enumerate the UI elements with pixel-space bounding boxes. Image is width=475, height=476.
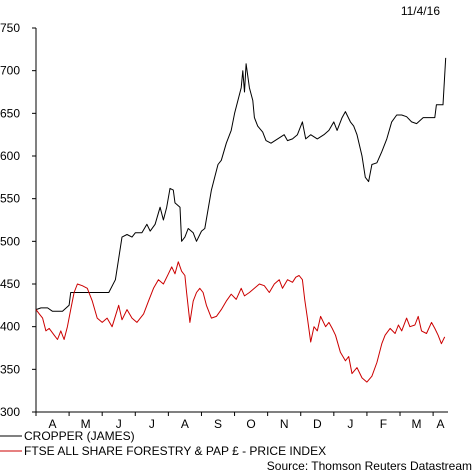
x-tick-label: A (181, 417, 189, 431)
x-tick-label: N (280, 417, 289, 431)
y-tick-label: 300 (0, 405, 20, 419)
y-tick-label: 750 (0, 21, 20, 35)
x-tick-label: A (49, 417, 57, 431)
y-tick-label: 600 (0, 149, 20, 163)
x-tick-label: J (149, 417, 155, 431)
x-tick-label: F (380, 417, 387, 431)
legend: CROPPER (JAMES) FTSE ALL SHARE FORESTRY … (0, 429, 326, 458)
y-tick-label: 550 (0, 192, 20, 206)
legend-label-ftse: FTSE ALL SHARE FORESTRY & PAP £ - PRICE … (24, 444, 326, 458)
plot-area: 300 350 400 450 500 550 600 650 700 750 A M J J A S O N D… (0, 21, 448, 431)
x-tick-label: M (81, 417, 91, 431)
y-tick-label: 500 (0, 234, 20, 248)
legend-label-cropper: CROPPER (JAMES) (24, 429, 135, 443)
y-tick-label: 350 (0, 362, 20, 376)
series-line-ftse (35, 261, 446, 383)
y-tick-label: 400 (0, 320, 20, 334)
x-tick-label: J (116, 417, 122, 431)
x-tick-label: M (412, 417, 422, 431)
y-tick-label: 450 (0, 277, 20, 291)
x-tick-label: O (246, 417, 255, 431)
chart-date: 11/4/16 (401, 4, 440, 18)
y-tick-label: 650 (0, 106, 20, 120)
x-tick-label: A (437, 417, 445, 431)
y-tick-label: 700 (0, 64, 20, 78)
y-axis-ticks: 300 350 400 450 500 550 600 650 700 750 (0, 21, 36, 419)
series-lines (35, 57, 447, 383)
x-tick-label: J (347, 417, 353, 431)
x-tick-label: S (214, 417, 222, 431)
chart-source: Source: Thomson Reuters Datastream (267, 459, 472, 473)
series-line-cropper (35, 57, 447, 312)
x-tick-label: D (313, 417, 322, 431)
